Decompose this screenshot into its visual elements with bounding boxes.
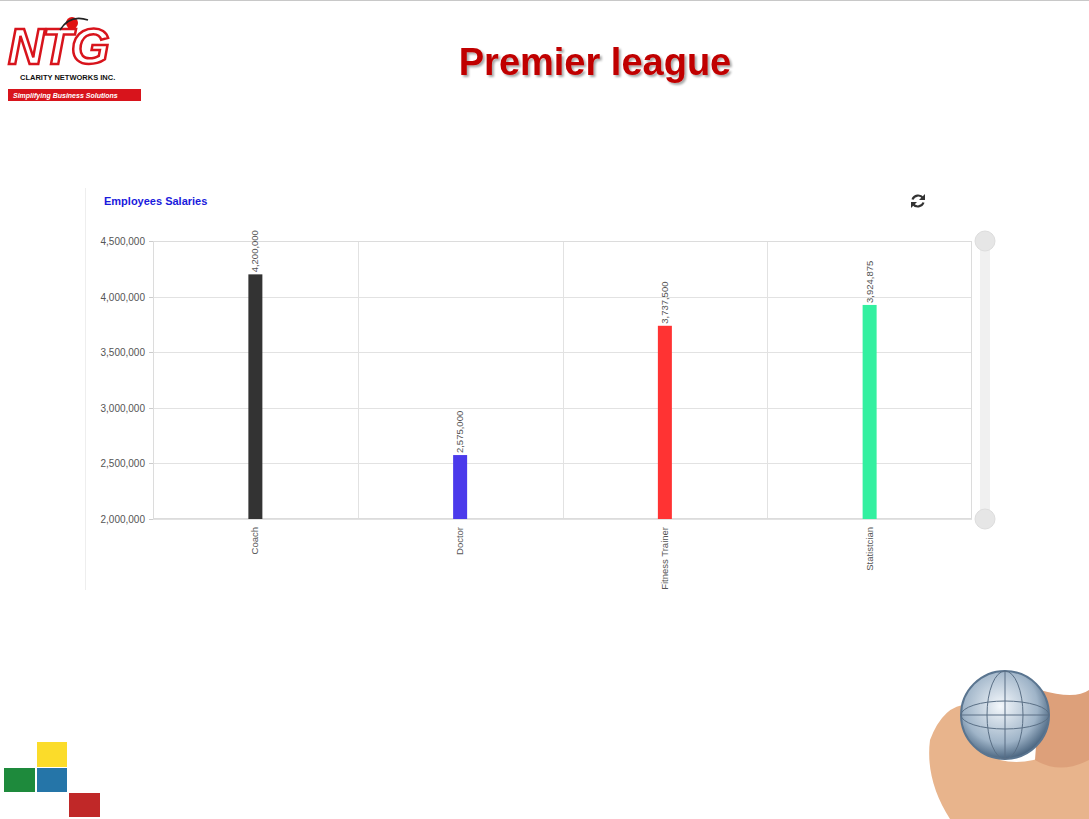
grid-line [153,519,972,520]
tick-mark [149,519,153,520]
tick-mark [149,241,153,242]
panel-border [85,188,86,590]
x-tick-label: Statistcian [864,527,875,571]
grid-line [153,352,972,353]
grid [149,241,972,520]
category-divider [358,241,359,519]
slider-handle [975,231,995,251]
y-tick-label: 2,000,000 [101,514,146,525]
deco-square [37,742,67,767]
deco-square [4,768,35,792]
data-label: 4,200,000 [249,230,260,272]
data-label: 2,575,000 [454,411,465,453]
logo-swoosh [60,18,88,30]
bar [658,326,672,519]
grid-line [153,297,972,298]
hands-globe [929,671,1089,819]
grid-line [153,463,972,464]
y-tick-label: 3,500,000 [101,347,146,358]
logo: NTGCLARITY NETWORKS INC. Simplifying Busi… [8,17,141,101]
y-tick-label: 2,500,000 [101,458,146,469]
bars [248,274,876,519]
tagline-bar [8,89,141,101]
refresh-icon [911,194,925,208]
data-label: 3,924,875 [864,261,875,303]
y-tick-label: 4,500,000 [101,236,146,247]
tick-mark [149,352,153,353]
x-tick-label: Fitness Trainer [659,527,670,590]
slide-title: Premier league [459,41,731,83]
globe [961,671,1049,759]
top-border [0,0,1089,1]
slider-track [980,241,990,519]
y-tick-label: 3,000,000 [101,403,146,414]
tagline: Simplifying Business Solutions [13,92,118,100]
plot-frame [154,242,972,519]
bar [863,305,877,519]
grid-line [153,408,972,409]
slide: NTGCLARITY NETWORKS INC. Simplifying Busi… [0,0,1089,819]
tick-mark [149,463,153,464]
category-divider [563,241,564,519]
deco-square [69,793,100,817]
y-tick-label: 4,000,000 [101,292,146,303]
data-label: 3,737,500 [659,282,670,324]
company-name: CLARITY NETWORKS INC. [20,73,115,82]
bar [453,455,467,519]
slider-handle [975,509,995,529]
deco-square [37,768,67,792]
globe-axis [1005,671,1006,759]
x-tick-label: Coach [249,527,260,554]
logo-mark: NTG [8,19,109,75]
refresh-head [911,202,917,208]
chart-title: Employees Salaries [104,195,207,207]
x-tick-label: Doctor [454,527,465,555]
refresh-head [919,194,925,200]
tick-mark [149,297,153,298]
bar [248,274,262,519]
tick-mark [149,408,153,409]
category-divider [767,241,768,519]
